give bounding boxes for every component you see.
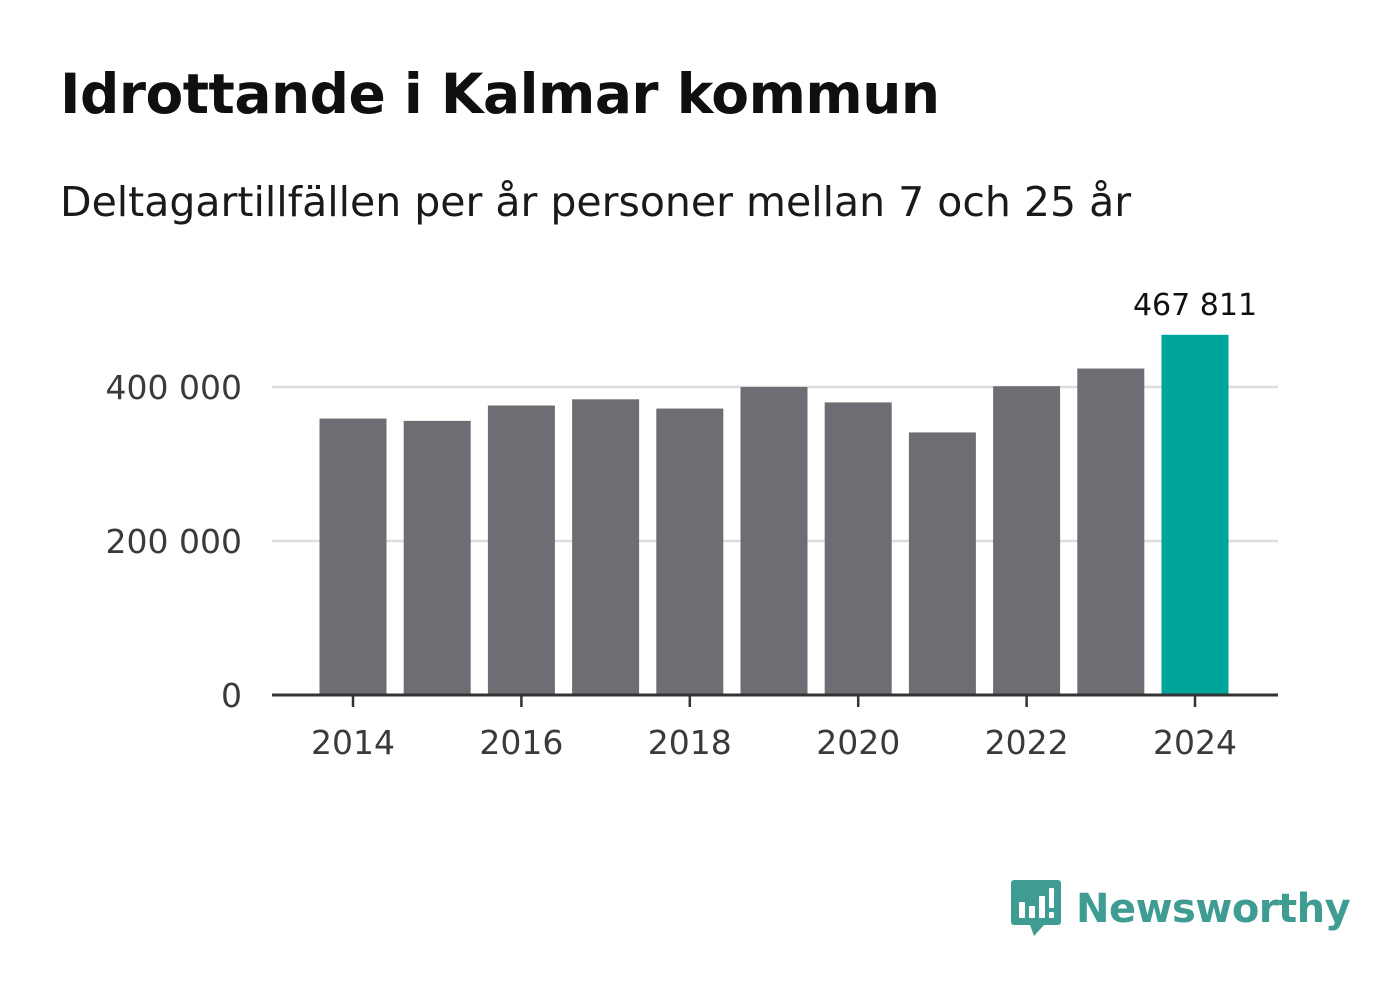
bar-2019 xyxy=(740,387,808,695)
data-label-2024: 467 811 xyxy=(1133,288,1257,323)
brand-name: Newsworthy xyxy=(1076,886,1351,932)
y-tick-label-0: 0 xyxy=(221,676,242,715)
bar-2020 xyxy=(824,402,892,695)
newsworthy-logo-icon xyxy=(1011,880,1061,936)
x-tick-label-2024: 2024 xyxy=(1153,723,1237,762)
chart-title: Idrottande i Kalmar kommun xyxy=(60,62,940,126)
bar-2021 xyxy=(908,432,976,695)
bar-2016 xyxy=(487,405,555,695)
bar-2018 xyxy=(656,408,724,695)
bar-2022 xyxy=(993,386,1061,695)
x-tick-label-2020: 2020 xyxy=(816,723,900,762)
bar-2024 xyxy=(1161,334,1229,695)
y-tick-label-1: 200 000 xyxy=(106,522,242,561)
bar-2015 xyxy=(403,420,471,695)
x-tick-label-2016: 2016 xyxy=(479,723,563,762)
x-tick-label-2018: 2018 xyxy=(648,723,732,762)
x-tick-label-2014: 2014 xyxy=(311,723,395,762)
bar-2023 xyxy=(1077,368,1145,695)
chart-subtitle: Deltagartillfällen per år personer mella… xyxy=(60,178,1132,226)
y-tick-label-2: 400 000 xyxy=(106,368,242,407)
x-tick-label-2022: 2022 xyxy=(985,723,1069,762)
bar-2014 xyxy=(319,418,387,695)
brand-logo: Newsworthy xyxy=(1010,878,1351,940)
bar-2017 xyxy=(572,399,640,695)
